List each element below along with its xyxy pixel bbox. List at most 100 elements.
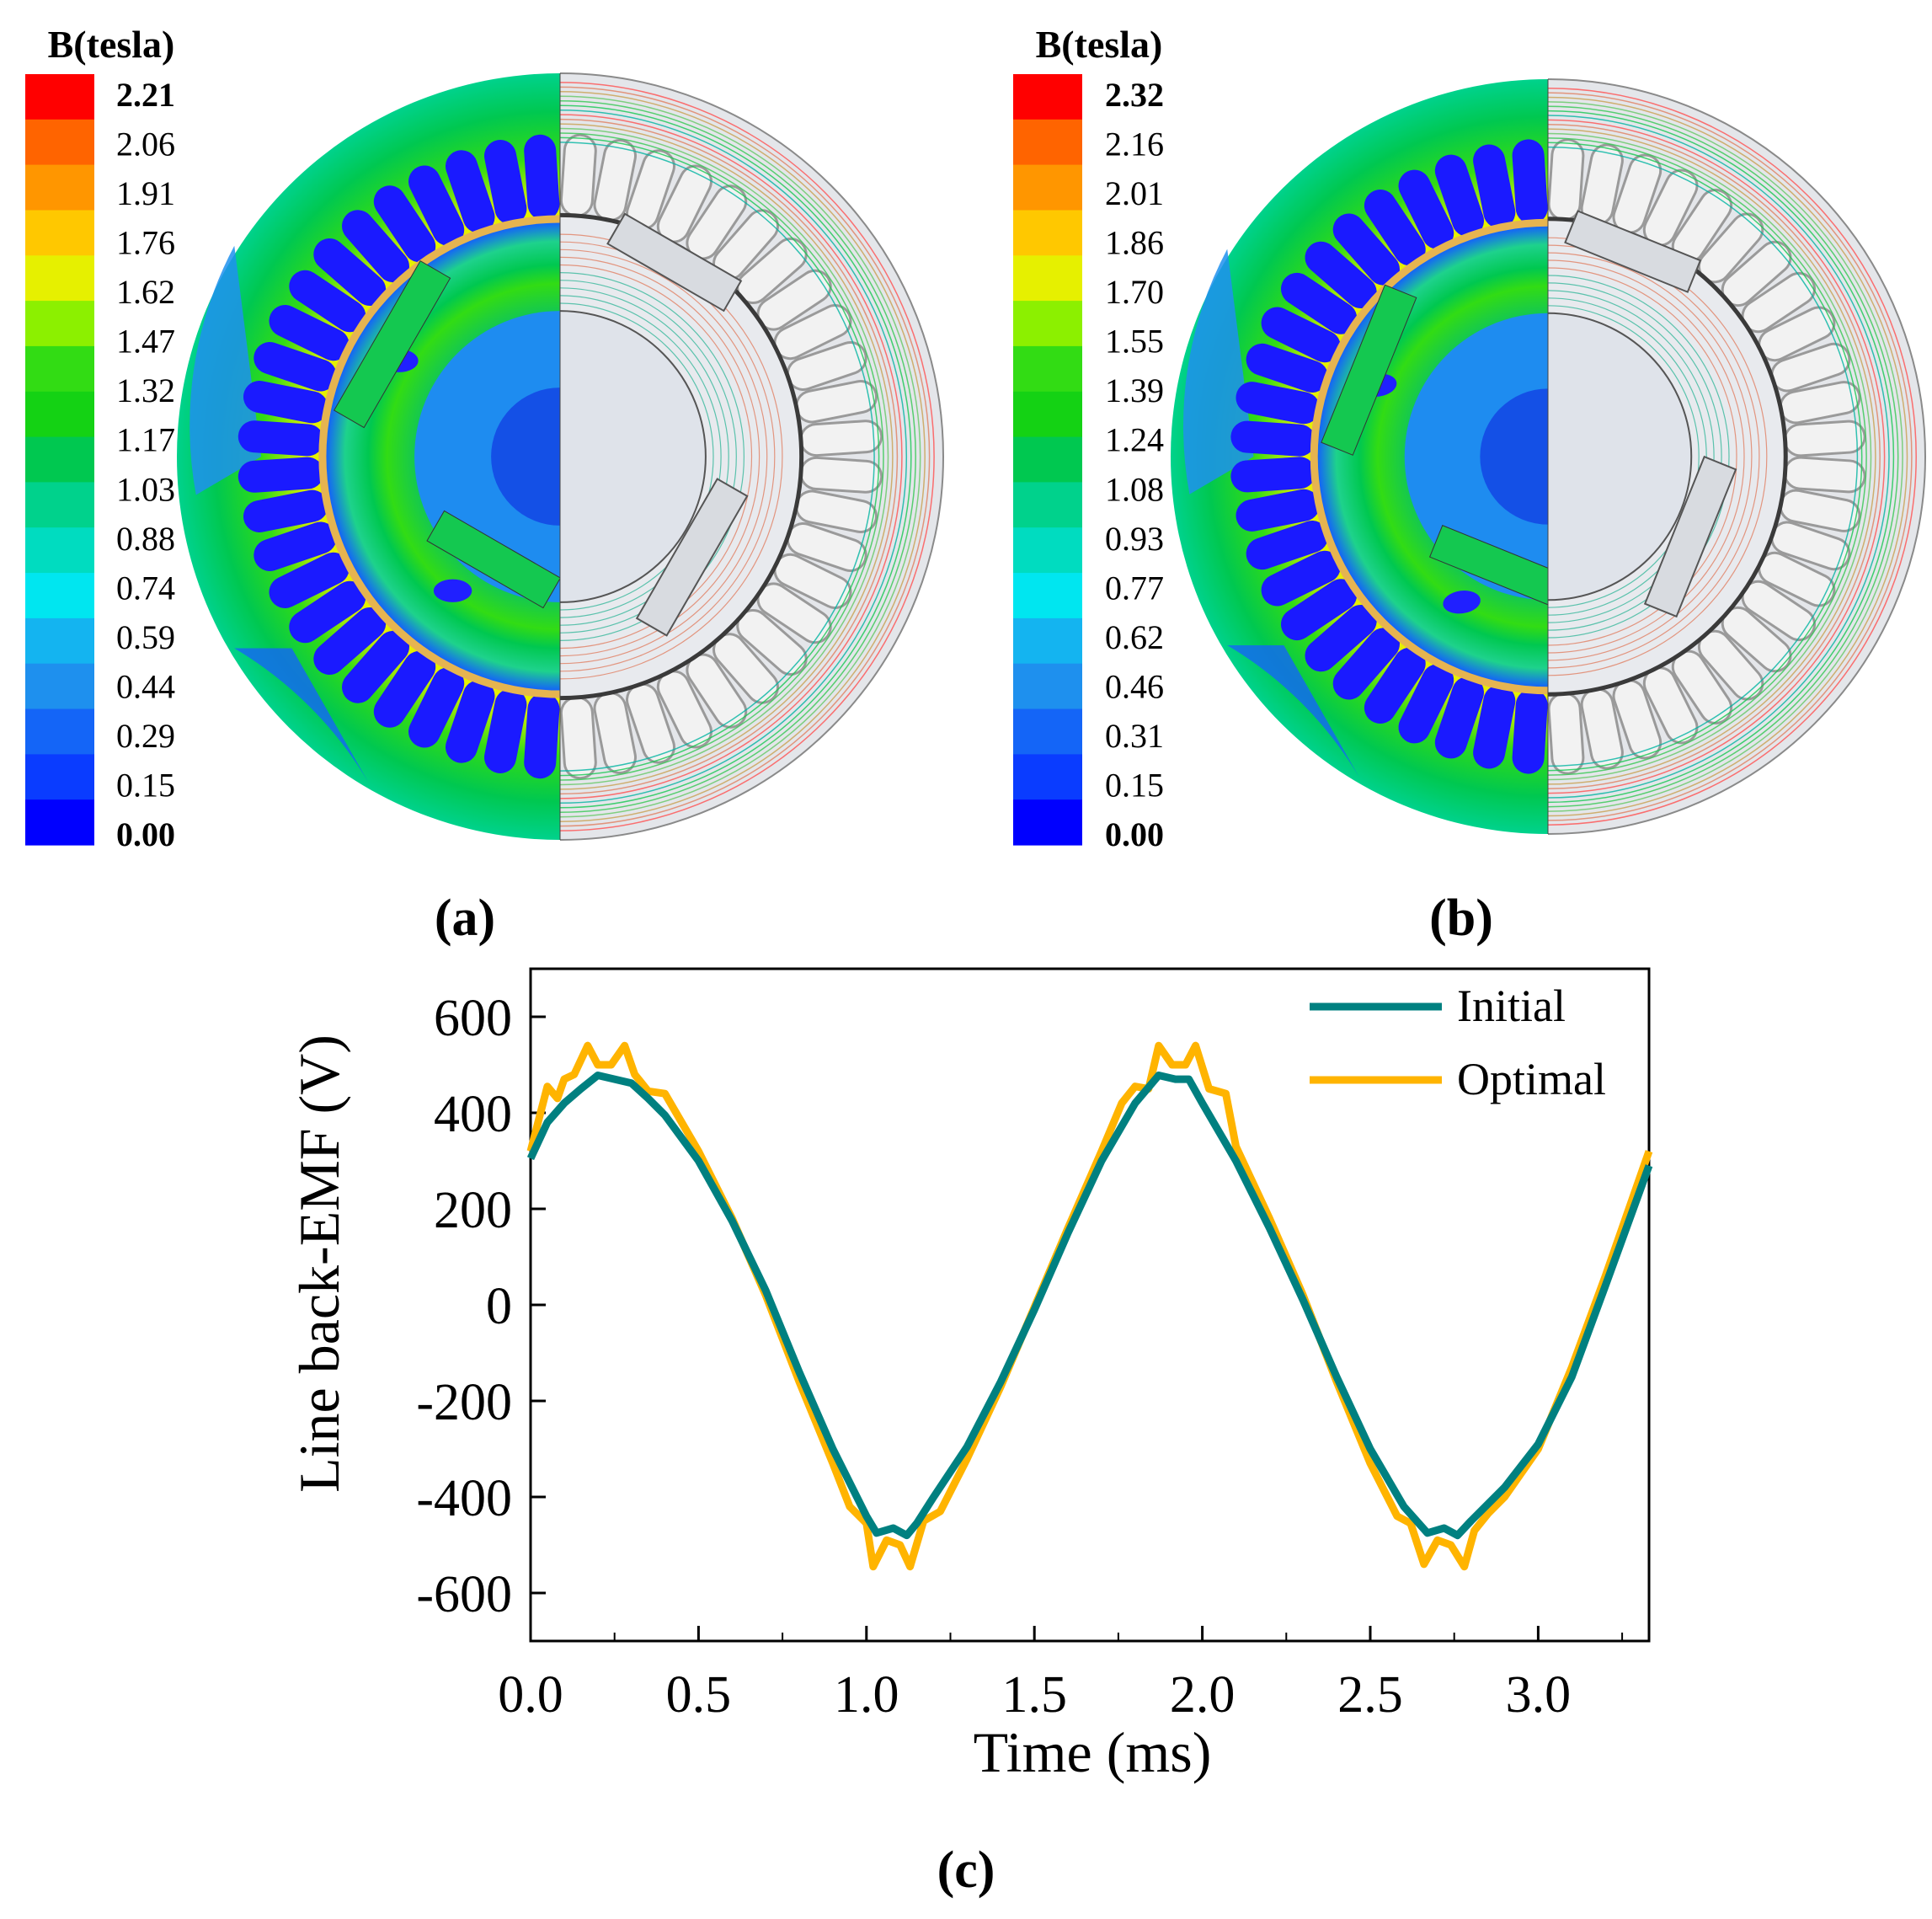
stator-slot <box>1550 694 1582 772</box>
stator-slot <box>659 672 710 746</box>
legend-tick-label: 1.91 <box>116 174 175 212</box>
flux-contour <box>1548 146 1859 767</box>
colorbar-band <box>25 754 94 800</box>
stator-slot <box>788 525 865 569</box>
series-line-optimal <box>526 1041 1653 1571</box>
flux-colour-half <box>1171 79 1548 834</box>
stator-slot <box>1743 582 1813 639</box>
y-tick-label: -200 <box>416 1374 512 1431</box>
stator-slot <box>1512 689 1548 774</box>
stator-slot <box>688 187 745 258</box>
colorbar-band <box>1013 799 1082 846</box>
panel-label: (b) <box>1429 890 1493 947</box>
colorbar-band <box>25 391 94 438</box>
colorbar-band <box>25 436 94 483</box>
x-tick-label: 1.0 <box>834 1666 899 1724</box>
stator-slot <box>1781 491 1859 530</box>
y-axis-label: Line back-EMF (V) <box>287 1034 351 1493</box>
x-tick-label: 1.5 <box>1001 1666 1067 1724</box>
stator-slot <box>1645 171 1696 244</box>
colorbar <box>1013 74 1082 846</box>
rotor-flux-contour <box>1548 237 1768 676</box>
x-axis-ticks: 0.0 0.5 1.0 1.5 2.0 2.5 3.0 <box>498 1626 1624 1724</box>
stator-slot <box>1364 190 1426 266</box>
magnet-outline <box>1643 455 1737 618</box>
flux-contour <box>560 118 899 795</box>
flux-barrier <box>433 579 472 602</box>
colorbar-band <box>1013 164 1082 211</box>
legend-tick-label: 2.01 <box>1105 174 1164 212</box>
colorbar-band <box>25 301 94 347</box>
x-axis-label: Time (ms) <box>974 1720 1212 1784</box>
x-tick-label: 0.5 <box>666 1666 732 1724</box>
stator-slot <box>408 667 465 748</box>
colorbar-band <box>1013 255 1082 302</box>
rotor-flux-contour <box>560 295 722 618</box>
colorbar-band <box>25 663 94 710</box>
magnet-outline <box>1564 210 1702 293</box>
stator-slot <box>1281 579 1358 641</box>
stator-slot <box>1246 521 1328 570</box>
legend-tick-label: 1.17 <box>116 421 175 459</box>
legend-tick-label: 1.62 <box>116 273 175 311</box>
flux-contour <box>560 136 880 777</box>
flux-contour <box>1548 110 1895 804</box>
stator-slot <box>1364 647 1426 724</box>
stator-slot <box>408 165 465 246</box>
x-tick-label: 0.0 <box>498 1666 563 1724</box>
series-line-initial <box>526 1072 1653 1540</box>
colorbar-band <box>1013 436 1082 483</box>
stator-slot <box>243 489 328 532</box>
flux-contour <box>1548 115 1890 799</box>
y-tick-label: 0 <box>486 1278 512 1335</box>
stator-slot <box>1614 682 1660 757</box>
stator-slot <box>1398 169 1454 249</box>
rotor-flux-contour <box>1548 244 1760 669</box>
flux-contour <box>1548 96 1908 817</box>
rotor-flux-contour <box>560 233 783 680</box>
stator-slot <box>628 685 673 762</box>
colorbar-band <box>1013 482 1082 528</box>
stator-slot <box>269 305 350 361</box>
permanent-magnet <box>1429 525 1548 607</box>
colorbar-band <box>1013 754 1082 800</box>
colorbar-band <box>25 74 94 120</box>
rotor-flux-contour <box>560 302 714 611</box>
rotor-flux-contour <box>1548 252 1753 661</box>
stator-slot <box>1246 343 1328 393</box>
series-group <box>526 1041 1653 1571</box>
stator-slot <box>1305 605 1377 672</box>
legend-tick-labels: 2.32 2.16 2.01 1.86 1.70 1.55 1.39 1.24 1.08 0.93… <box>1105 76 1164 853</box>
permanent-magnet <box>426 510 560 609</box>
panel-b: B(tesla) 2.32 2.16 2.01 1.86 1.70 1.55 1.39 1.2… <box>1013 23 1926 947</box>
flux-contour <box>560 132 884 781</box>
legend-tick-label: 0.31 <box>1105 717 1164 755</box>
colorbar-band <box>25 482 94 528</box>
stator-slot <box>237 457 324 493</box>
colorbar-band <box>25 617 94 665</box>
stator-slot <box>1398 664 1454 744</box>
shaft-core <box>491 388 560 526</box>
legend-tick-label: 1.39 <box>1105 372 1164 409</box>
stator-slot <box>562 136 595 215</box>
stator-slot <box>373 185 436 263</box>
legend-tick-label: 2.16 <box>1105 126 1164 163</box>
stator-slot <box>289 270 366 333</box>
legend-tick-label: 0.00 <box>116 815 175 853</box>
stator-slot <box>1230 457 1316 493</box>
flux-contour <box>560 86 931 827</box>
flux-contour <box>1548 128 1876 785</box>
stator-slot <box>595 694 634 772</box>
legend-tick-label: 0.62 <box>1105 618 1164 656</box>
chart-legend: Initial Optimal <box>1310 981 1606 1104</box>
colorbar-band <box>1013 573 1082 619</box>
stator-slot <box>484 140 527 225</box>
flux-contour <box>1548 92 1913 821</box>
stator-slot <box>776 307 850 358</box>
colorbar-band <box>25 210 94 256</box>
stator-slot <box>1760 308 1833 360</box>
flux-contour <box>560 104 912 809</box>
colorbar-band <box>25 255 94 302</box>
stator-slot <box>788 344 865 388</box>
flux-contour <box>560 123 894 790</box>
